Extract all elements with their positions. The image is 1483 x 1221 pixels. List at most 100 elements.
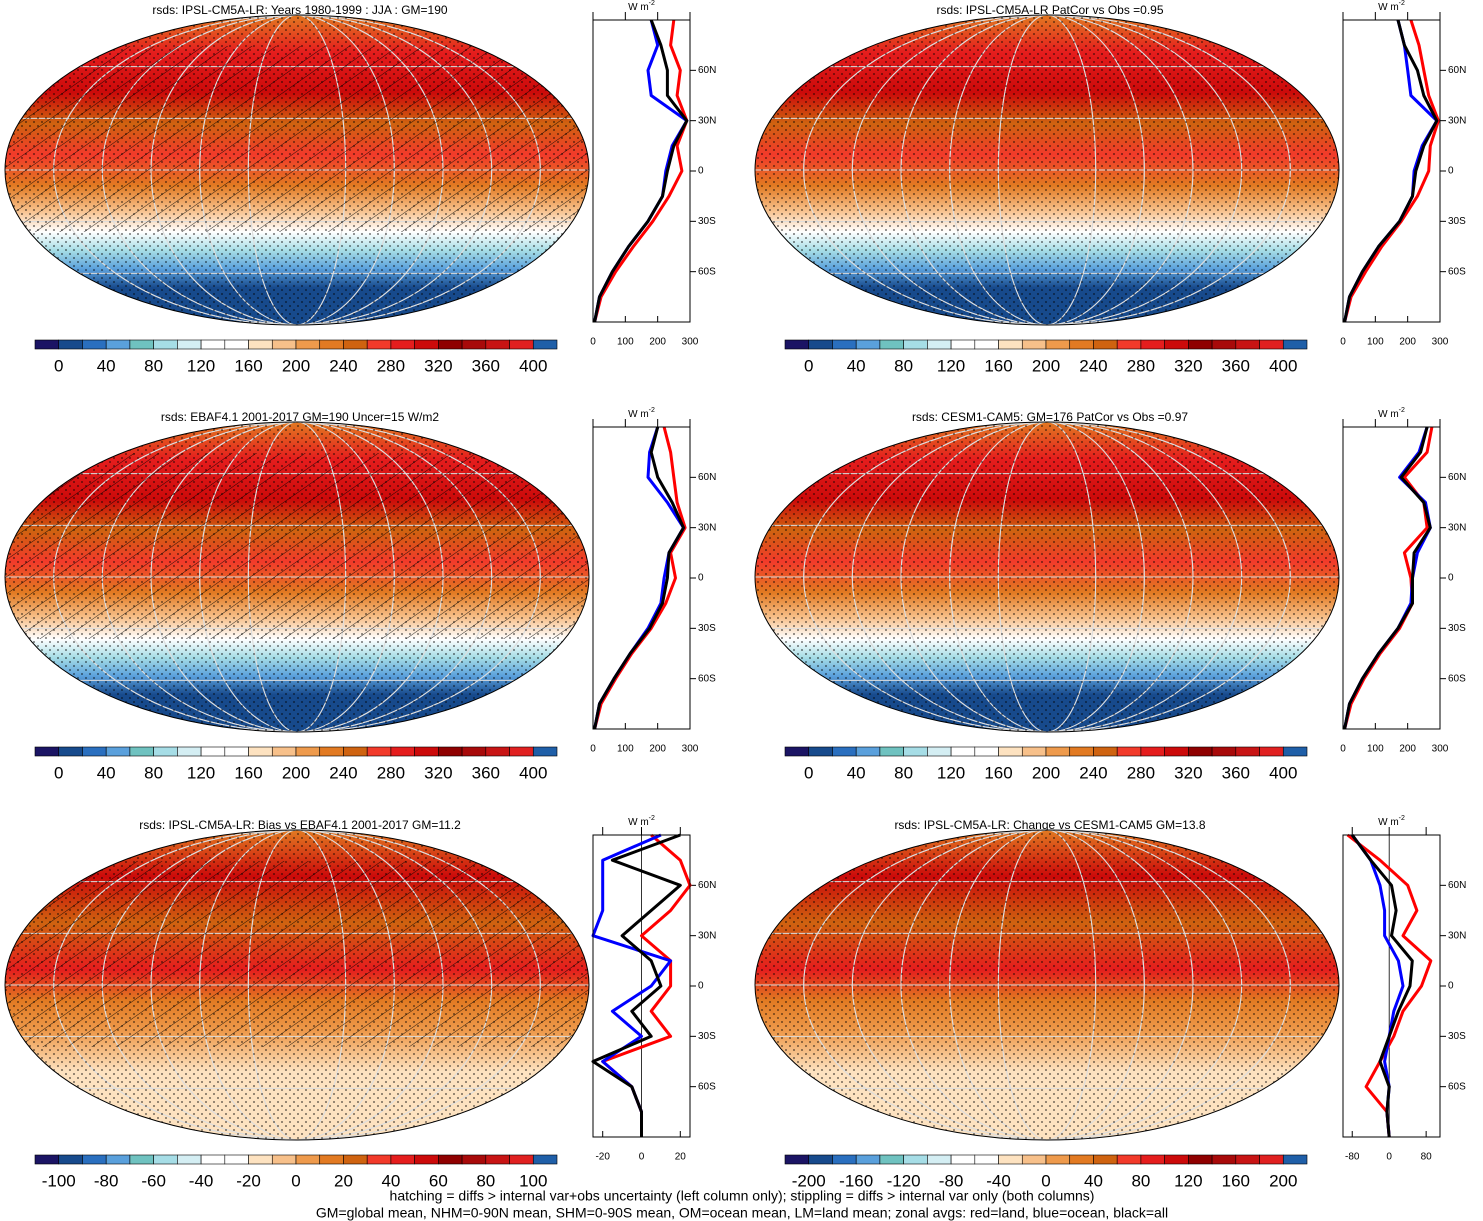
- colorbar-box: [129, 746, 154, 757]
- colorbar-box: [1045, 1154, 1071, 1165]
- colorbar-box: [319, 1154, 344, 1165]
- colorbar-box: [879, 746, 904, 757]
- colorbar-label: 240: [1079, 763, 1107, 782]
- colorbar-box: [532, 1154, 558, 1165]
- colorbar-label: 360: [472, 763, 500, 782]
- map: [5, 830, 589, 1140]
- stippling: [755, 422, 1339, 732]
- colorbar-box: [808, 339, 833, 350]
- colorbar-box: [1211, 746, 1237, 757]
- colorbar-box: [832, 746, 857, 757]
- zonal-line: [601, 833, 692, 1137]
- zonal-line: [593, 426, 687, 730]
- colorbar-box: [1282, 746, 1308, 757]
- colorbar-label: 40: [97, 763, 116, 782]
- colorbar-label: 200: [282, 763, 310, 782]
- colorbar-box: [438, 339, 463, 350]
- y-tick-label: 0: [1448, 573, 1454, 584]
- colorbar-label: 200: [1032, 356, 1060, 375]
- x-tick-label: 100: [617, 744, 634, 755]
- x-tick-label: 100: [617, 337, 634, 348]
- colorbar-box: [34, 1154, 60, 1165]
- colorbar-box: [509, 1154, 534, 1165]
- colorbar-box: [1259, 746, 1284, 757]
- colorbar-box: [295, 746, 321, 757]
- map-border: [4, 421, 590, 733]
- colorbar-box: [1235, 339, 1260, 350]
- map: [755, 830, 1339, 1140]
- colorbar-label: 80: [894, 356, 913, 375]
- colorbar-box: [82, 746, 107, 757]
- colorbar-label: 360: [1222, 763, 1250, 782]
- y-tick-label: 0: [698, 573, 704, 584]
- colorbar-box: [224, 1154, 249, 1165]
- colorbar-box: [1093, 1154, 1118, 1165]
- x-tick-label: 0: [590, 337, 596, 348]
- colorbar-label: 0: [291, 1171, 300, 1190]
- x-tick-label: 80: [1421, 1152, 1433, 1163]
- colorbar-label: 160: [234, 763, 262, 782]
- colorbar-box: [153, 1154, 178, 1165]
- x-tick-label: 200: [1399, 744, 1416, 755]
- colorbar-label: 280: [1127, 763, 1155, 782]
- colorbar-box: [532, 746, 558, 757]
- colorbar-box: [248, 339, 273, 350]
- zonal-line: [1343, 426, 1434, 730]
- y-tick-label: 30N: [1448, 930, 1466, 941]
- zonal-line: [593, 426, 685, 730]
- colorbar-box: [343, 1154, 368, 1165]
- x-tick-label: 300: [1432, 337, 1449, 348]
- colorbar-label: 400: [1269, 763, 1297, 782]
- colorbar-box: [177, 746, 202, 757]
- zonal-line: [1343, 19, 1439, 323]
- colorbar-box: [879, 1154, 904, 1165]
- colorbar-box: [82, 1154, 107, 1165]
- colorbar-label: 280: [377, 763, 405, 782]
- y-tick-label: 30N: [698, 522, 716, 533]
- colorbar-label: 40: [1084, 1171, 1103, 1190]
- x-tick-label: 0: [1386, 1152, 1392, 1163]
- zonal-line: [1350, 834, 1405, 1138]
- colorbar-label: 80: [894, 763, 913, 782]
- colorbar-box: [927, 339, 952, 350]
- colorbar-box: [1164, 339, 1189, 350]
- colorbar-label: -20: [236, 1171, 261, 1190]
- y-tick-label: 0: [698, 981, 704, 992]
- panel-title: rsds: IPSL-CM5A-LR: Years 1980-1999 : JJ…: [152, 3, 447, 17]
- x-tick-label: 0: [590, 744, 596, 755]
- zonal-line: [593, 19, 689, 323]
- colorbar-box: [784, 1154, 810, 1165]
- colorbar-box: [390, 1154, 415, 1165]
- footnote: hatching = diffs > internal var+obs unce…: [390, 1188, 1095, 1204]
- colorbar-box: [1211, 339, 1237, 350]
- colorbar-box: [1259, 339, 1284, 350]
- colorbar-box: [390, 746, 415, 757]
- colorbar-label: 80: [1131, 1171, 1150, 1190]
- colorbar-label: 0: [804, 763, 813, 782]
- x-tick-label: 100: [1367, 337, 1384, 348]
- x-tick-label: -80: [1345, 1152, 1360, 1163]
- colorbar-box: [1140, 1154, 1165, 1165]
- colorbar-box: [927, 746, 952, 757]
- units: W m-2: [1378, 815, 1405, 828]
- colorbar-box: [82, 339, 107, 350]
- colorbar-box: [485, 339, 510, 350]
- colorbar-box: [1211, 1154, 1237, 1165]
- colorbar-box: [485, 1154, 510, 1165]
- colorbar-label: 120: [187, 763, 215, 782]
- zonal-frame: [592, 426, 691, 730]
- colorbar-label: 280: [1127, 356, 1155, 375]
- colorbar-label: -40: [189, 1171, 214, 1190]
- colorbar-label: 20: [334, 1171, 353, 1190]
- colorbar-box: [1140, 339, 1165, 350]
- colorbar-label: -80: [94, 1171, 119, 1190]
- colorbar-box: [903, 1154, 928, 1165]
- y-tick-label: 0: [1448, 166, 1454, 177]
- colorbar-box: [390, 339, 415, 350]
- colorbar-label: 80: [144, 356, 163, 375]
- colorbar-box: [366, 339, 392, 350]
- colorbar-box: [177, 1154, 202, 1165]
- colorbar-box: [974, 1154, 999, 1165]
- colorbar-label: 400: [1269, 356, 1297, 375]
- panel-title: rsds: EBAF4.1 2001-2017 GM=190 Uncer=15 …: [161, 410, 439, 424]
